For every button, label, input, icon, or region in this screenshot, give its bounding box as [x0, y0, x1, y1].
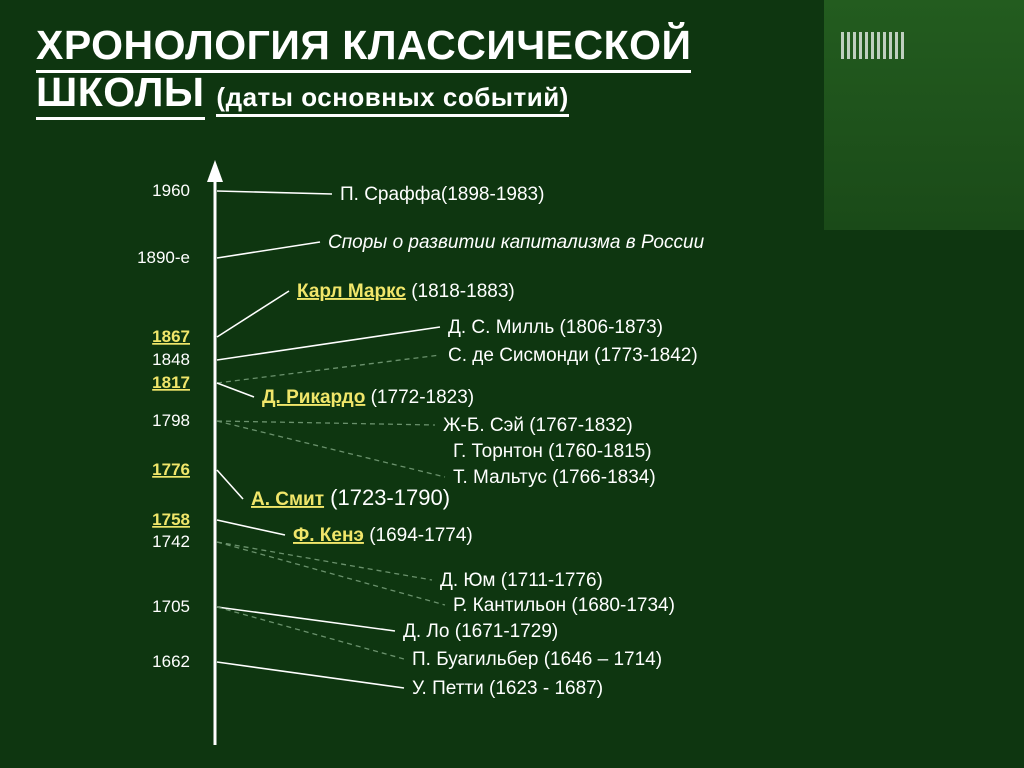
connector-line — [217, 191, 332, 194]
slide-title: ХРОНОЛОГИЯ КЛАССИЧЕСКОЙ ШКОЛЫ (даты осно… — [36, 22, 691, 116]
person-label: Д. Юм (1711-1776) — [440, 570, 603, 591]
person-label: Д. С. Милль (1806-1873) — [448, 317, 663, 338]
person-label: Ж-Б. Сэй (1767-1832) — [443, 415, 633, 436]
person-label: Т. Мальтус (1766-1834) — [453, 467, 656, 488]
person-label: Р. Кантильон (1680-1734) — [453, 595, 675, 616]
timeline-chart: 1960 1890-е 1867 1848 1817 1798 1776 1758 1742 17… — [0, 150, 1024, 760]
title-line2-big: ШКОЛЫ — [36, 69, 205, 120]
title-line2-sub: (даты основных событий) — [216, 82, 568, 117]
connector-line — [217, 242, 320, 258]
person-label: П. Сраффа(1898-1983) — [340, 184, 544, 205]
connector-line — [217, 421, 435, 425]
connector-line — [217, 542, 445, 605]
connector-line — [217, 607, 404, 659]
year-label: 1662 — [152, 652, 190, 671]
person-label: А. Смит (1723-1790) — [251, 485, 450, 510]
person-label: Ф. Кенэ (1694-1774) — [293, 525, 473, 546]
connector-line — [217, 520, 285, 535]
year-label: 1848 — [152, 350, 190, 369]
connector-line — [217, 542, 432, 580]
person-label: П. Буагильбер (1646 – 1714) — [412, 649, 662, 670]
year-label: 1867 — [152, 327, 190, 346]
connector-line — [217, 607, 395, 631]
year-label: 1960 — [152, 181, 190, 200]
year-label: 1742 — [152, 532, 190, 551]
person-label: Карл Маркс (1818-1883) — [297, 281, 515, 302]
year-label: 1817 — [152, 373, 190, 392]
year-label: 1705 — [152, 597, 190, 616]
connector-line — [217, 383, 254, 397]
connector-line — [217, 470, 243, 499]
connector-line — [217, 662, 404, 688]
year-label: 1776 — [152, 460, 190, 479]
person-label: У. Петти (1623 - 1687) — [412, 678, 603, 699]
person-label: Г. Торнтон (1760-1815) — [453, 441, 652, 462]
connector-line — [217, 327, 440, 360]
person-label: Д. Рикардо (1772-1823) — [262, 387, 474, 408]
title-decor — [841, 32, 904, 59]
connector-line — [217, 291, 289, 337]
connector-line — [217, 421, 445, 477]
connector-line — [217, 355, 440, 383]
year-label: 1758 — [152, 510, 190, 529]
year-label: 1798 — [152, 411, 190, 430]
title-line1: ХРОНОЛОГИЯ КЛАССИЧЕСКОЙ — [36, 22, 691, 73]
person-label: С. де Сисмонди (1773-1842) — [448, 345, 698, 366]
year-label: 1890-е — [137, 248, 190, 267]
person-label: Д. Ло (1671-1729) — [403, 621, 558, 642]
person-label: Споры о развитии капитализма в России — [328, 232, 705, 253]
